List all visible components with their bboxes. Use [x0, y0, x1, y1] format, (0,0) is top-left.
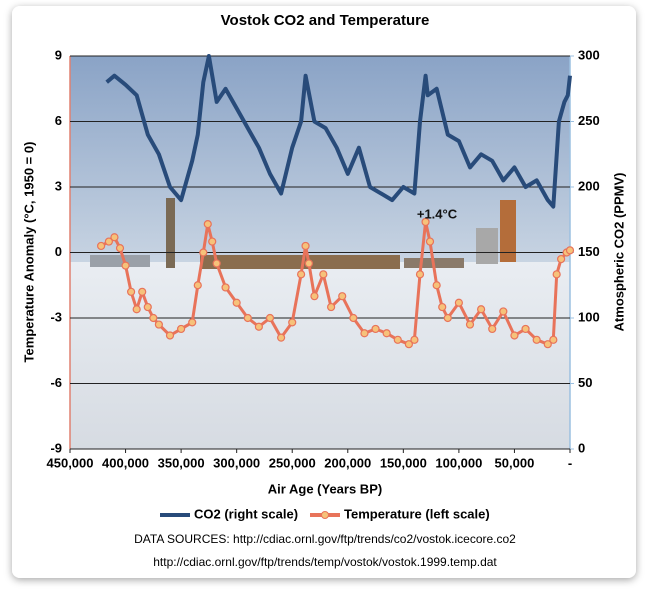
marker — [415, 270, 425, 279]
marker — [488, 324, 497, 334]
x-tick-label: 100,000 — [435, 455, 482, 470]
y2-tick-label: 250 — [578, 113, 600, 128]
chart-title: Vostok CO2 and Temperature — [221, 12, 430, 29]
x-tick-label: 400,000 — [102, 455, 149, 470]
series-line — [105, 54, 572, 209]
y2-tick-label: 150 — [578, 244, 600, 259]
marker — [382, 329, 391, 338]
y-tick-label: 0 — [55, 244, 62, 259]
legend-label: Temperature (left scale) — [344, 506, 490, 521]
marker — [557, 254, 566, 264]
legend-marker — [321, 511, 329, 519]
x-tick-label: 300,000 — [213, 455, 260, 470]
marker — [254, 322, 263, 331]
marker — [499, 307, 508, 316]
marker — [532, 335, 541, 344]
marker — [443, 313, 452, 323]
x-tick-label: 450,000 — [47, 455, 94, 470]
marker — [438, 302, 447, 312]
marker — [421, 217, 430, 227]
marker — [115, 244, 125, 253]
marker — [232, 298, 241, 307]
marker — [543, 340, 552, 349]
marker — [243, 313, 252, 323]
legend-label: CO2 (right scale) — [194, 506, 298, 521]
marker — [297, 270, 306, 279]
marker — [121, 261, 130, 270]
marker — [208, 237, 217, 246]
marker — [393, 335, 402, 344]
x-tick-label: 350,000 — [158, 455, 205, 470]
marker — [319, 270, 328, 279]
y-tick-label: -3 — [50, 309, 62, 324]
marker — [425, 237, 435, 246]
marker — [221, 283, 230, 292]
marker — [304, 259, 313, 268]
marker — [143, 302, 152, 312]
y2-tick-label: 0 — [578, 440, 585, 455]
x-tick-label: 250,000 — [269, 455, 316, 470]
marker — [165, 331, 175, 340]
marker — [454, 298, 463, 307]
marker — [110, 233, 119, 242]
marker — [188, 318, 197, 327]
x-tick-label: 50,000 — [495, 455, 535, 470]
marker — [212, 259, 221, 268]
marker — [521, 324, 530, 334]
marker — [193, 281, 202, 290]
marker — [510, 331, 519, 340]
marker — [203, 220, 212, 229]
marker — [565, 246, 575, 255]
marker — [138, 287, 147, 296]
y-tick-label: 9 — [55, 47, 62, 62]
y2-tick-label: 100 — [578, 309, 600, 324]
marker — [265, 313, 275, 323]
marker — [288, 318, 297, 327]
y-tick-label: 6 — [55, 113, 62, 128]
marker — [104, 237, 113, 246]
x-tick-label: - — [568, 455, 572, 470]
marker — [301, 241, 310, 251]
marker — [349, 313, 358, 323]
marker — [549, 335, 558, 344]
marker — [327, 302, 336, 312]
marker — [149, 313, 158, 323]
source-text: DATA SOURCES: http://cdiac.ornl.gov/ftp/… — [134, 532, 516, 546]
marker — [132, 305, 141, 314]
marker — [465, 320, 475, 329]
x-tick-label: 150,000 — [380, 455, 427, 470]
source-text: http://cdiac.ornl.gov/ftp/trends/temp/vo… — [153, 555, 497, 569]
marker — [371, 324, 380, 334]
marker — [552, 270, 561, 279]
y-axis-label: Temperature Anomaly (°C, 1950 = 0) — [21, 142, 36, 363]
y-tick-label: 3 — [55, 178, 62, 193]
marker — [127, 287, 136, 296]
y2-tick-label: 50 — [578, 375, 592, 390]
y2-tick-label: 300 — [578, 47, 600, 62]
y2-axis-label: Atmospheric CO2 (PPMV) — [611, 173, 626, 332]
annotation: +1.4°C — [417, 206, 458, 221]
marker — [154, 320, 163, 329]
marker — [277, 333, 286, 342]
marker — [410, 335, 419, 344]
y-tick-label: -9 — [50, 440, 62, 455]
marker — [97, 241, 106, 251]
marker — [360, 329, 369, 338]
y-tick-label: -6 — [50, 375, 62, 390]
x-axis-label: Air Age (Years BP) — [268, 481, 382, 496]
background-photo — [70, 56, 570, 449]
marker — [404, 340, 413, 349]
marker — [177, 324, 186, 334]
x-tick-label: 200,000 — [324, 455, 371, 470]
marker — [432, 281, 441, 290]
y2-tick-label: 200 — [578, 178, 600, 193]
marker — [477, 305, 486, 314]
marker — [338, 292, 347, 301]
marker — [310, 292, 319, 301]
marker — [199, 248, 208, 257]
